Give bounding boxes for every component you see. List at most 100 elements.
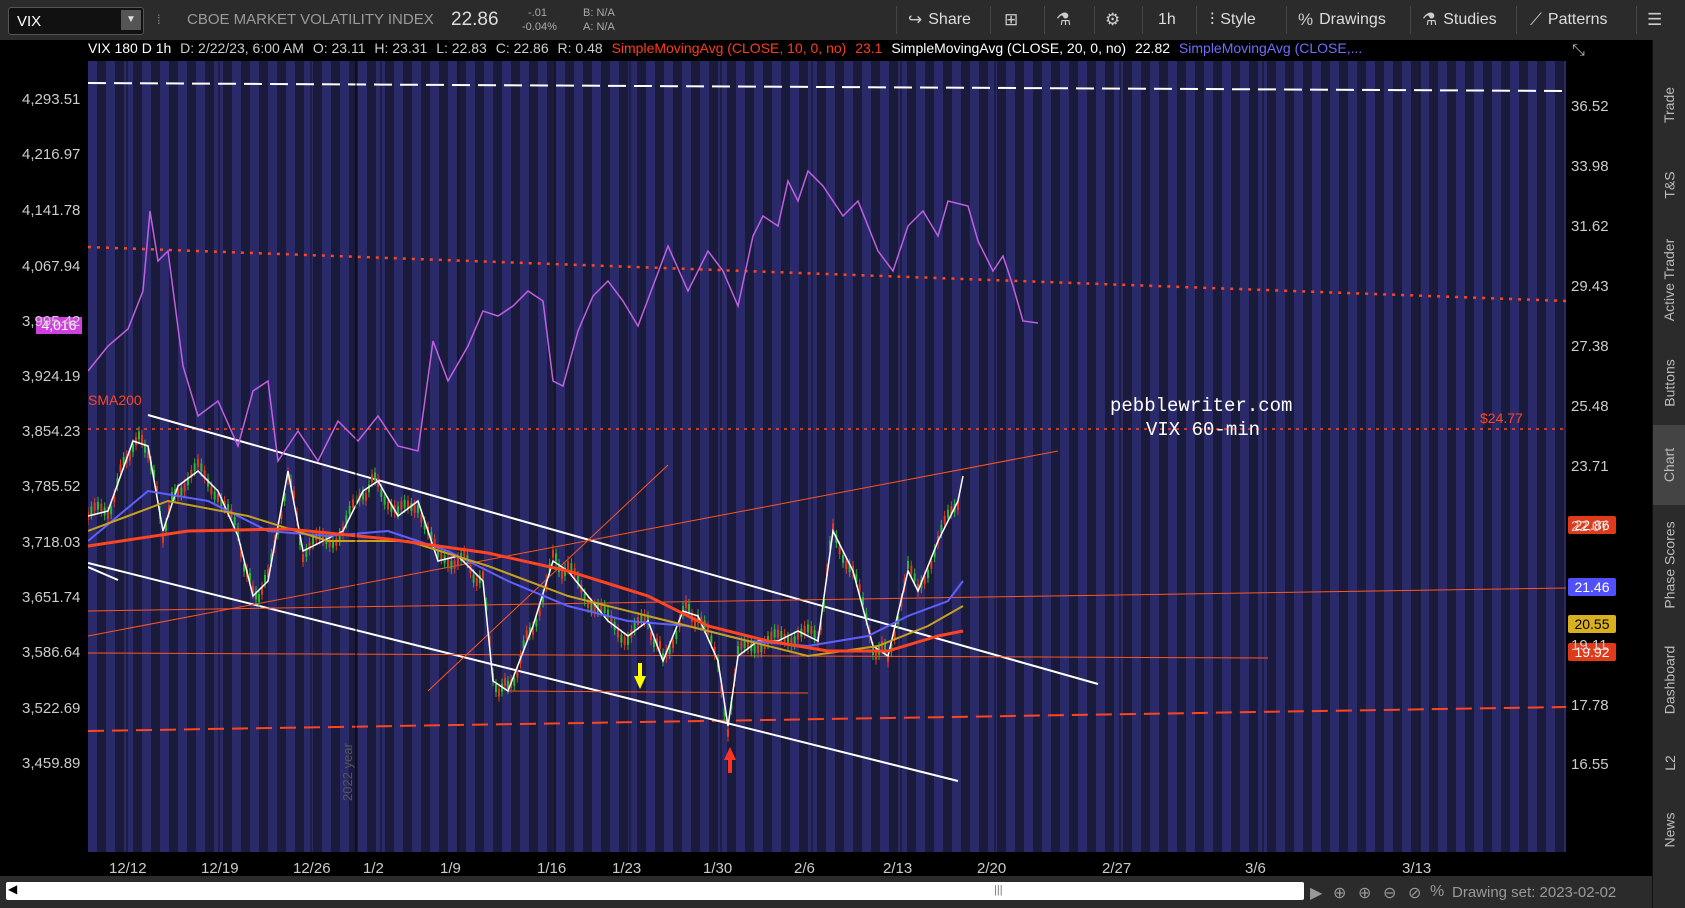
studies-button[interactable]: ⚗ Studies — [1422, 8, 1497, 32]
sidebar-tab-label: News — [1661, 812, 1678, 848]
candle-body — [475, 578, 478, 587]
crosshair-icon[interactable]: ⊕ — [1333, 885, 1347, 902]
candle-body — [453, 560, 456, 569]
scroll-right-icon[interactable]: ▶ — [1310, 885, 1323, 902]
candle-body — [607, 609, 609, 618]
scroll-grip-icon[interactable]: ||| — [994, 884, 1003, 896]
candle-body — [267, 569, 269, 578]
candle-body — [383, 496, 386, 505]
candle-body — [187, 477, 189, 486]
flask-icon: ⚗ — [1422, 10, 1438, 29]
candle-body — [627, 636, 629, 645]
candle-body — [561, 570, 563, 579]
header-range: R: 0.48 — [557, 40, 603, 56]
chart-area[interactable]: VIX 180 D 1h D: 2/22/23, 6:00 AM O: 23.1… — [0, 40, 1652, 877]
scroll-left-icon[interactable]: ◀ — [8, 882, 18, 896]
share-label: Share — [928, 11, 971, 28]
sma20-value: 22.82 — [1134, 40, 1171, 56]
channel-upper-line — [147, 414, 1099, 685]
percent-scale-icon[interactable]: % — [1430, 883, 1445, 900]
link-icon[interactable]: ⁞ — [157, 12, 161, 27]
candle-body — [522, 640, 525, 649]
session-stripe — [412, 61, 421, 852]
candle-body — [352, 499, 354, 508]
candle-body — [233, 517, 236, 526]
candle-body — [141, 434, 143, 443]
timeframe-button[interactable]: 1h — [1158, 8, 1176, 32]
candle-body — [570, 563, 573, 572]
candle-body — [440, 551, 443, 560]
header-date: D: 2/22/23, 6:00 AM — [180, 40, 304, 56]
session-stripe — [286, 61, 295, 852]
sidebar-tab-chart[interactable]: Chart — [1653, 425, 1685, 505]
share-icon: ↪ — [908, 10, 923, 29]
sidebar-tab-phase-scores[interactable]: Phase Scores — [1653, 505, 1685, 625]
symbol-input[interactable]: VIX — [17, 13, 42, 30]
flask-button[interactable]: ⚗ — [1056, 8, 1071, 32]
session-stripe — [1294, 61, 1303, 852]
sidebar-tab-active-trader[interactable]: Active Trader — [1653, 220, 1685, 340]
sidebar-tab-buttons[interactable]: Buttons — [1653, 340, 1685, 425]
candle-body — [923, 576, 926, 585]
candle-body — [535, 618, 538, 627]
candle-body — [957, 502, 959, 511]
grid-setup-button[interactable]: ⊞ — [1004, 8, 1018, 32]
collapse-icon[interactable]: ⤡ — [1572, 42, 1585, 59]
zoom-fit-icon[interactable]: ⊘ — [1408, 885, 1422, 902]
chart-symbol-line: VIX 180 D 1h — [88, 40, 172, 56]
candle-body — [433, 539, 436, 548]
watermark-site: pebblewriter.com — [1110, 395, 1292, 417]
share-button[interactable]: ↪ Share — [908, 8, 971, 32]
style-button[interactable]: ⫶ Style — [1210, 8, 1256, 32]
sidebar-tab-trade[interactable]: Trade — [1653, 60, 1685, 150]
patterns-button[interactable]: ⟋ Patterns — [1530, 8, 1608, 32]
candle-body — [513, 677, 516, 686]
session-stripe — [538, 61, 547, 852]
candle-body — [348, 506, 351, 515]
candle-body — [207, 478, 209, 487]
sidebar-tab-dashboard[interactable]: Dashboard — [1653, 625, 1685, 735]
sidebar-tab-l2[interactable]: L2 — [1653, 735, 1685, 790]
date-tick: 1/23 — [612, 860, 642, 877]
candle-body — [583, 593, 586, 602]
candle-body — [203, 470, 206, 479]
candle-body — [829, 541, 831, 550]
session-stripe — [1150, 61, 1159, 852]
candle-body — [144, 444, 146, 453]
symbol-selector[interactable]: VIX ▼ — [8, 7, 144, 35]
candle-body — [156, 486, 158, 495]
left-axis-tick: 4,293.51 — [22, 91, 81, 108]
sidebar-tab-t-s[interactable]: T&S — [1653, 150, 1685, 220]
right-axis-tick: 17.78 — [1571, 697, 1609, 714]
candle-body — [280, 511, 283, 520]
menu-button[interactable]: ☰ — [1647, 8, 1662, 32]
candle-body — [190, 469, 193, 478]
session-stripe — [664, 61, 673, 852]
sma200-line — [88, 527, 964, 653]
drawings-button[interactable]: % Drawings — [1298, 8, 1386, 32]
candle-body — [947, 509, 949, 518]
session-stripe — [1420, 61, 1429, 852]
channel-stub-line — [88, 566, 119, 581]
candle-body — [623, 637, 626, 646]
candle-body — [312, 536, 314, 545]
candle-body — [495, 684, 497, 693]
chevron-down-icon[interactable]: ▼ — [121, 10, 141, 30]
zoom-out-icon[interactable]: ⊖ — [1383, 885, 1397, 902]
left-axis-tick: 4,141.78 — [22, 202, 81, 219]
candle-body — [377, 478, 379, 487]
candle-body — [940, 524, 943, 533]
candle-body — [165, 522, 167, 531]
candle-body — [552, 549, 554, 558]
session-stripe — [1528, 61, 1537, 852]
price-plot[interactable]: 2022 year SMA200 pebblewriter.com VIX 60-mi… — [88, 61, 1566, 852]
horizontal-scrollbar[interactable]: ◀ ||| — [6, 882, 1304, 900]
sidebar-tab-label: Trade — [1661, 86, 1678, 124]
percent-icon: % — [1298, 10, 1314, 29]
session-stripe — [1168, 61, 1177, 852]
zoom-in-icon[interactable]: ⊕ — [1358, 885, 1372, 902]
session-stripe — [772, 61, 781, 852]
candle-body — [797, 631, 799, 640]
sidebar-tab-news[interactable]: News — [1653, 790, 1685, 870]
settings-button[interactable]: ⚙ — [1105, 8, 1120, 32]
